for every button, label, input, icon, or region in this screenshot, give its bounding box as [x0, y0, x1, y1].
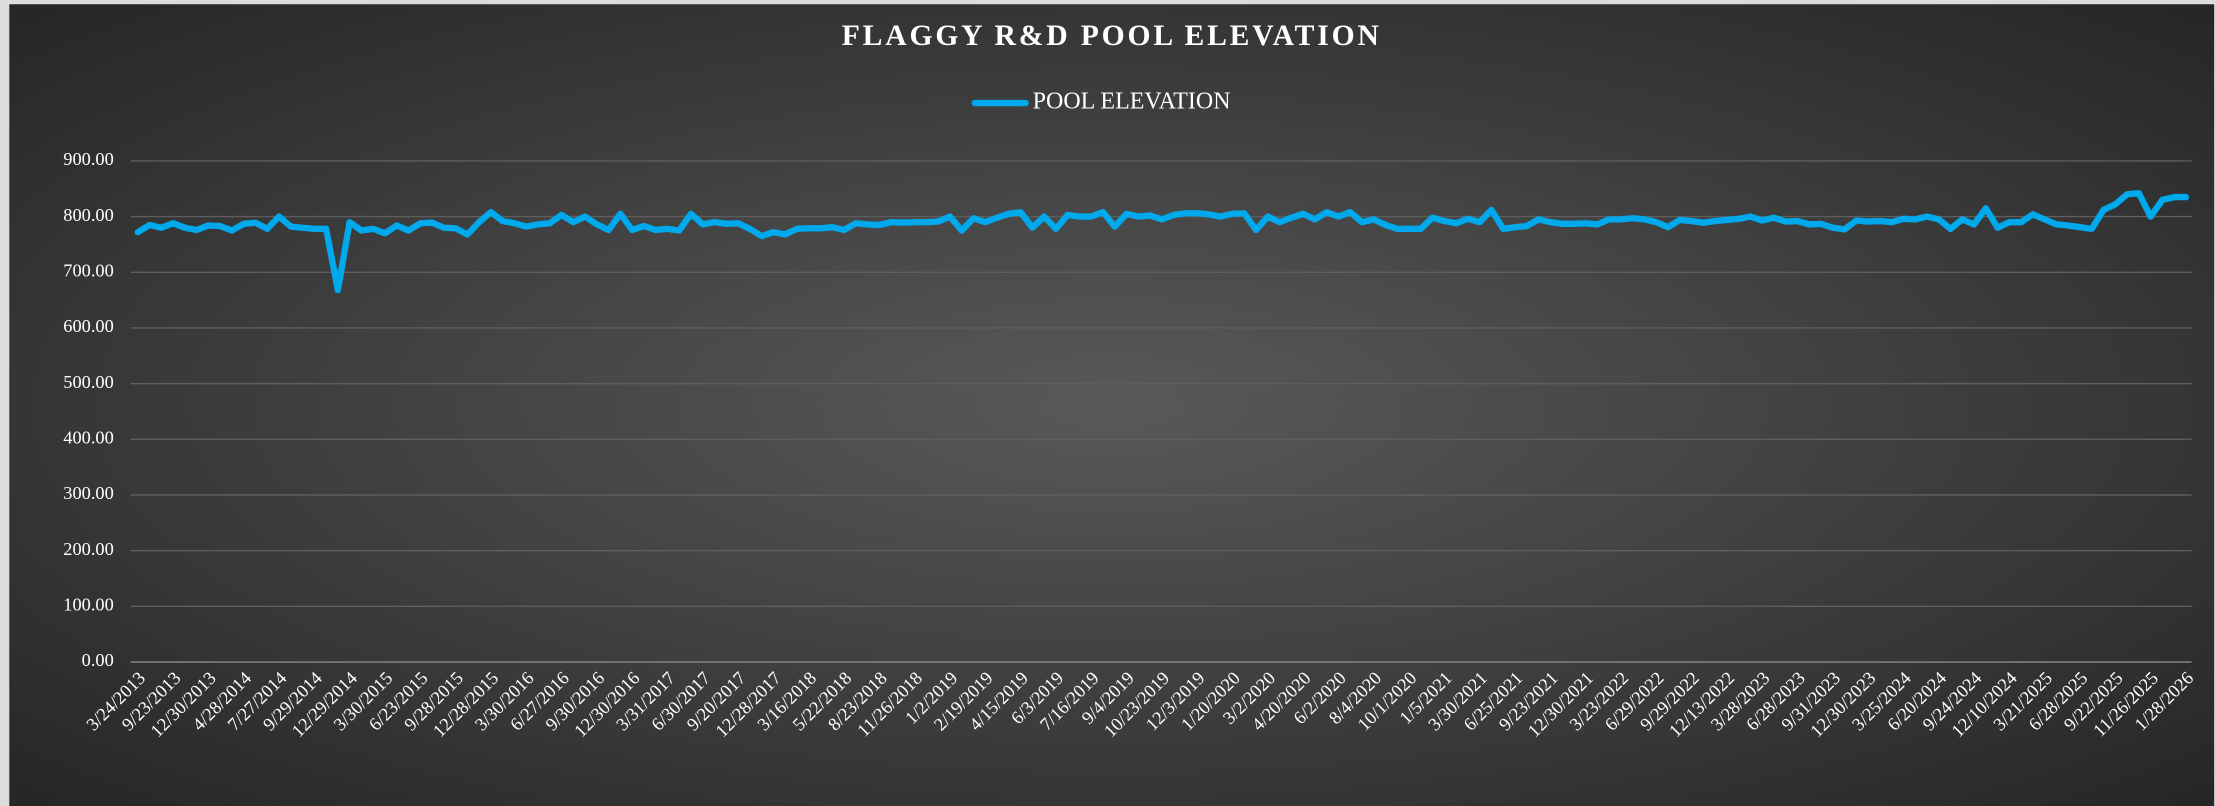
y-tick-label: 800.00: [63, 205, 113, 225]
y-tick-label: 0.00: [82, 650, 114, 670]
legend-label: POOL ELEVATION: [1033, 89, 1231, 115]
y-tick-label: 300.00: [63, 483, 113, 503]
y-tick-label: 900.00: [63, 149, 113, 169]
y-tick-label: 700.00: [63, 260, 113, 280]
y-tick-label: 600.00: [63, 316, 113, 336]
y-tick-label: 500.00: [63, 372, 113, 392]
y-tick-label: 400.00: [63, 428, 113, 448]
y-tick-label: 100.00: [63, 595, 113, 615]
chart-background: [9, 4, 2215, 806]
y-tick-label: 200.00: [63, 539, 113, 559]
data-line: [134, 190, 2190, 294]
chart-title: FLAGGY R&D POOL ELEVATION: [842, 20, 1382, 52]
